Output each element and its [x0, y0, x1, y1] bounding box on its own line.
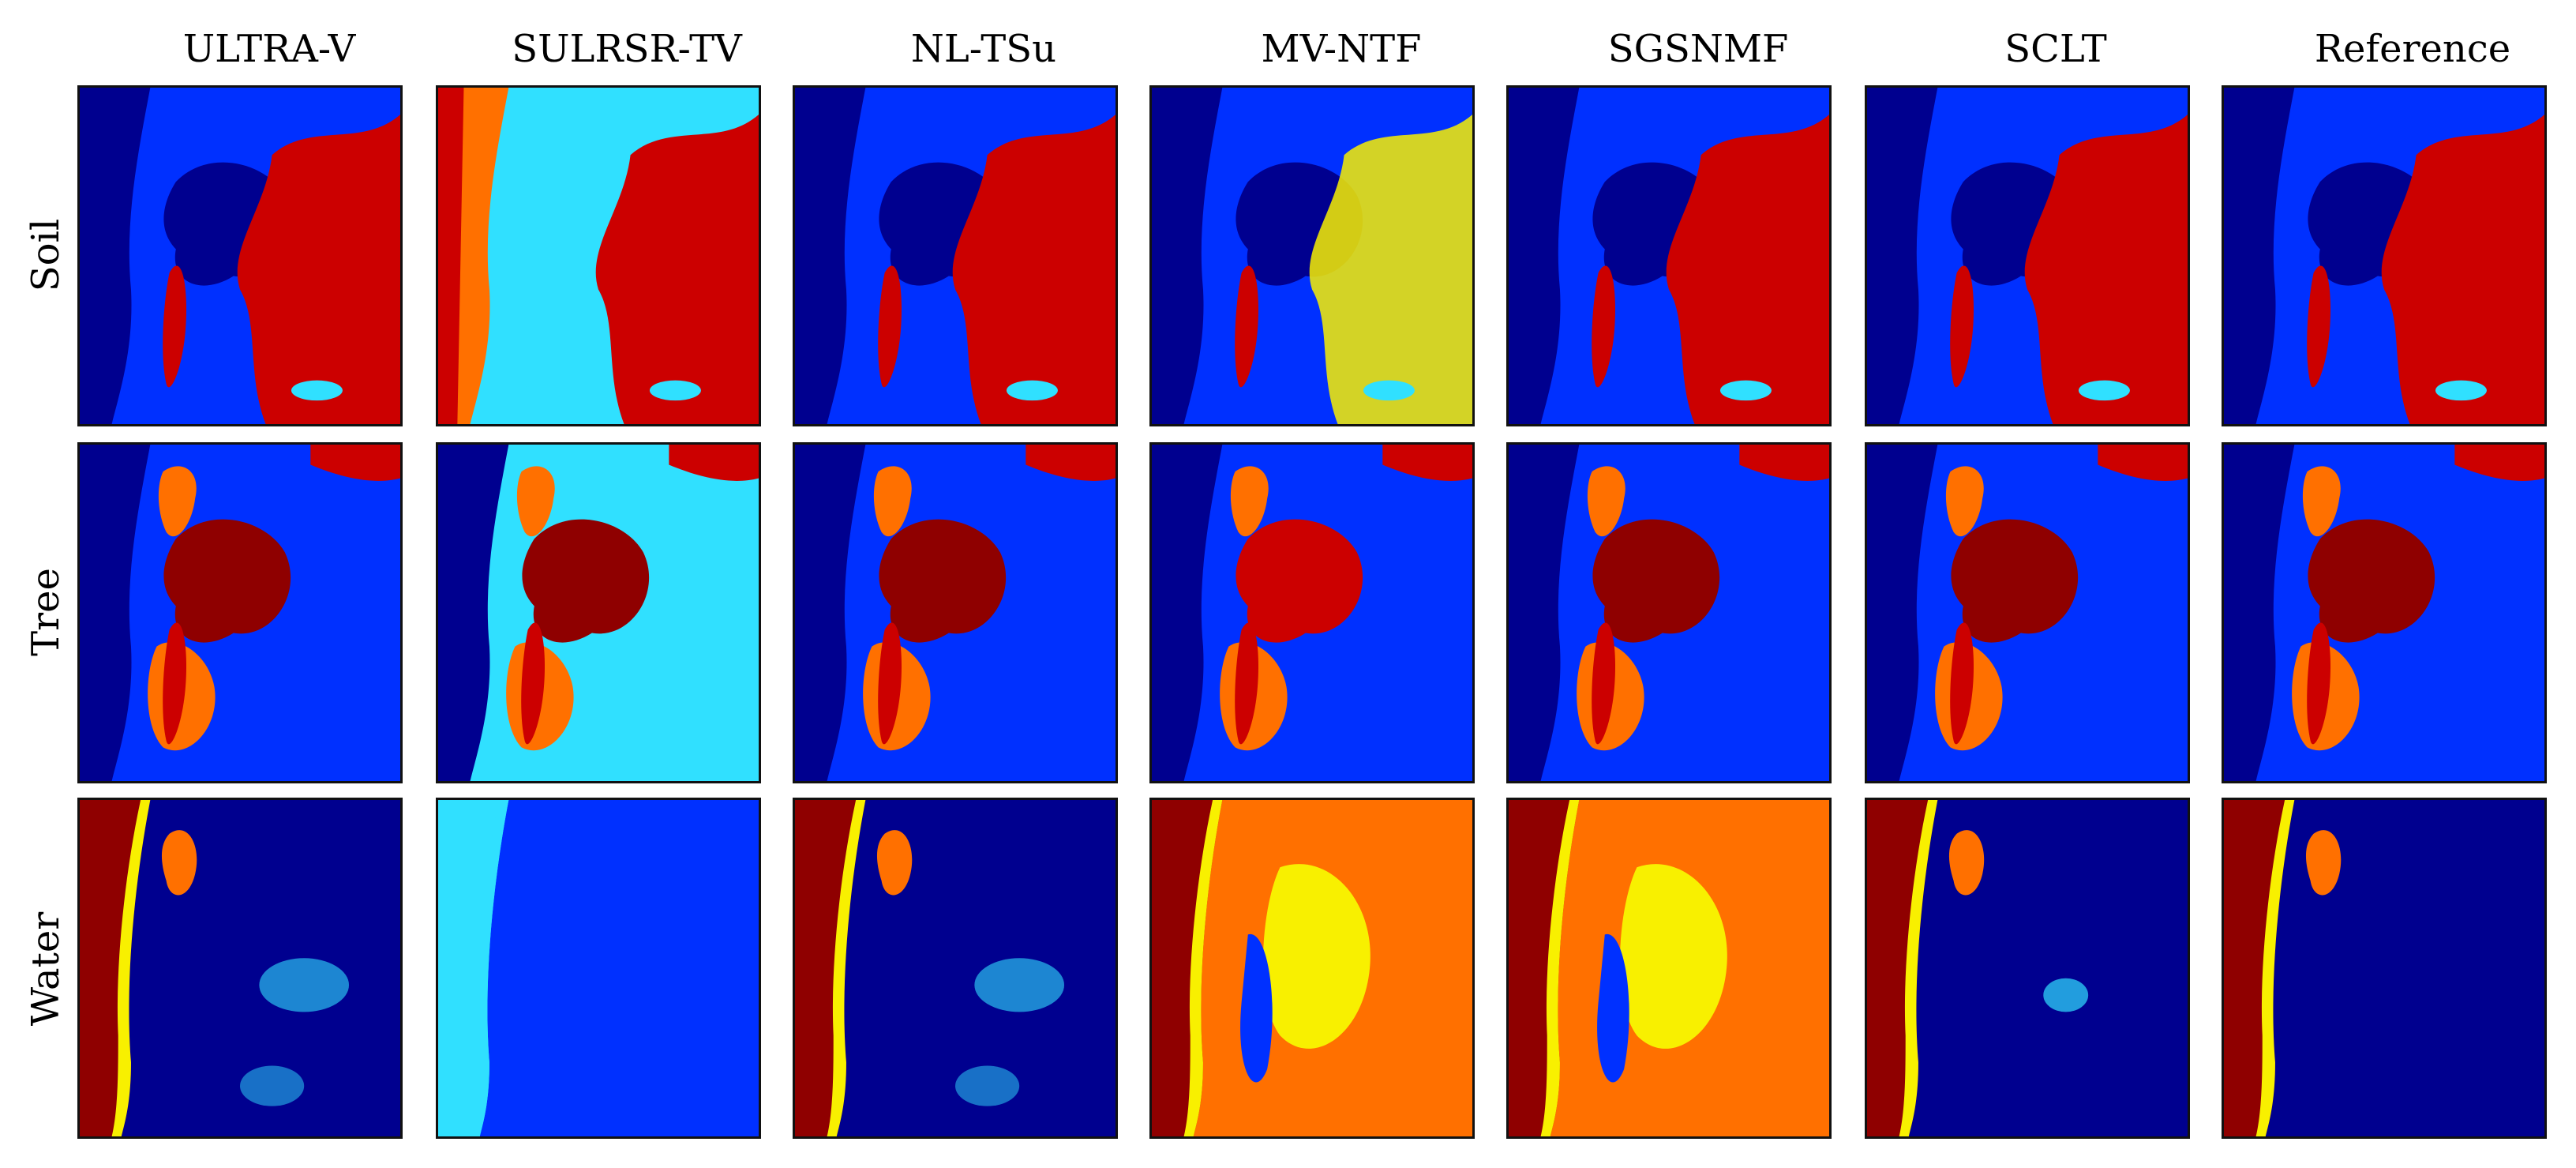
row-label-soil: Soil: [24, 218, 68, 292]
abundance-map-water-3: [1149, 798, 1475, 1139]
abundance-map-water-2: [793, 798, 1118, 1139]
abundance-map-soil-1: [436, 85, 761, 426]
row-label-water: Water: [24, 911, 68, 1027]
row-label-tree: Tree: [24, 568, 68, 656]
abundance-map-soil-4: [1506, 85, 1832, 426]
column-title-sgsnmf: SGSNMF: [1607, 27, 1789, 71]
abundance-map-soil-3: [1149, 85, 1475, 426]
abundance-map-image: [1509, 800, 1829, 1136]
abundance-map-water-1: [436, 798, 761, 1139]
abundance-map-water-5: [1865, 798, 2190, 1139]
abundance-map-image: [1867, 88, 2188, 424]
abundance-map-tree-3: [1149, 442, 1475, 783]
abundance-map-soil-0: [77, 85, 403, 426]
abundance-map-image: [1867, 445, 2188, 781]
abundance-map-image: [1509, 88, 1829, 424]
abundance-map-image: [80, 445, 400, 781]
abundance-map-tree-1: [436, 442, 761, 783]
abundance-map-tree-0: [77, 442, 403, 783]
abundance-map-tree-6: [2222, 442, 2547, 783]
abundance-map-tree-2: [793, 442, 1118, 783]
abundance-map-image: [795, 88, 1116, 424]
abundance-map-soil-2: [793, 85, 1118, 426]
abundance-map-image: [1867, 800, 2188, 1136]
abundance-map-water-0: [77, 798, 403, 1139]
abundance-map-water-6: [2222, 798, 2547, 1139]
abundance-map-image: [438, 800, 759, 1136]
abundance-map-tree-5: [1865, 442, 2190, 783]
abundance-map-image: [438, 88, 759, 424]
abundance-map-image: [1152, 445, 1472, 781]
column-title-mv-ntf: MV-NTF: [1261, 27, 1422, 71]
column-title-nl-tsu: NL-TSu: [910, 27, 1057, 71]
column-title-sclt: SCLT: [2004, 27, 2107, 71]
column-title-sulrsr-tv: SULRSR-TV: [512, 27, 742, 71]
abundance-map-water-4: [1506, 798, 1832, 1139]
column-title-reference: Reference: [2314, 27, 2511, 71]
abundance-map-image: [1509, 445, 1829, 781]
abundance-map-soil-5: [1865, 85, 2190, 426]
abundance-map-image: [2224, 800, 2544, 1136]
abundance-map-image: [438, 445, 759, 781]
abundance-map-image: [795, 445, 1116, 781]
abundance-map-image: [80, 800, 400, 1136]
abundance-map-image: [1152, 88, 1472, 424]
abundance-map-image: [795, 800, 1116, 1136]
abundance-map-tree-4: [1506, 442, 1832, 783]
abundance-map-image: [80, 88, 400, 424]
abundance-map-image: [1152, 800, 1472, 1136]
abundance-map-image: [2224, 445, 2544, 781]
column-title-ultra-v: ULTRA-V: [182, 27, 356, 71]
abundance-map-soil-6: [2222, 85, 2547, 426]
abundance-map-image: [2224, 88, 2544, 424]
